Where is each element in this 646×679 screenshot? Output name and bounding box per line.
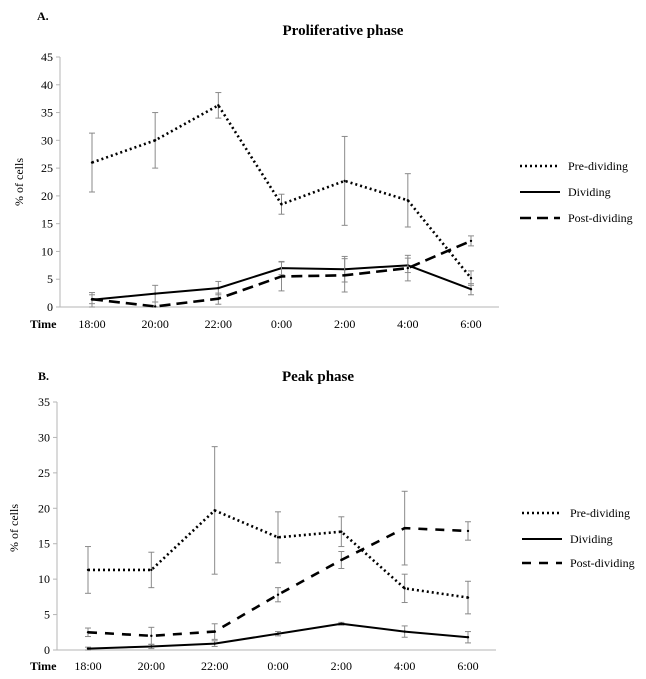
- x-axis-label: Time: [30, 317, 57, 331]
- x-tick-label: 0:00: [271, 317, 292, 331]
- legend-label: Dividing: [570, 532, 613, 546]
- data-point: [150, 634, 153, 638]
- y-tick-label: 45: [41, 50, 53, 64]
- legend-label: Post-dividing: [570, 556, 635, 570]
- x-tick-label: 6:00: [457, 659, 478, 673]
- y-tick-label: 10: [41, 244, 53, 258]
- y-tick-label: 30: [38, 430, 50, 444]
- series-post-dividing: [89, 235, 474, 308]
- y-tick-label: 20: [38, 501, 50, 515]
- data-point: [276, 536, 280, 539]
- data-point: [86, 631, 90, 634]
- x-tick-label: 4:00: [394, 659, 415, 673]
- data-point: [217, 104, 220, 107]
- legend-label: Dividing: [568, 185, 611, 199]
- x-tick-label: 6:00: [460, 317, 481, 331]
- data-point: [469, 288, 473, 291]
- legend-label: Post-dividing: [568, 211, 633, 225]
- chart-title: Proliferative phase: [283, 23, 404, 39]
- data-point: [403, 587, 406, 590]
- x-tick-label: 22:00: [205, 317, 232, 331]
- data-point: [469, 239, 473, 243]
- y-tick-label: 5: [47, 272, 53, 286]
- chart-title: Peak phase: [282, 369, 354, 385]
- data-point: [86, 647, 90, 650]
- x-tick-label: 20:00: [141, 317, 168, 331]
- y-tick-label: 20: [41, 189, 53, 203]
- data-point: [150, 645, 153, 648]
- y-tick-label: 10: [38, 572, 50, 586]
- data-point: [406, 266, 410, 270]
- data-point: [403, 526, 406, 530]
- data-point: [86, 568, 90, 572]
- data-point: [213, 630, 216, 633]
- y-tick-label: 30: [41, 133, 53, 147]
- data-point: [276, 593, 280, 596]
- y-tick-label: 40: [41, 78, 53, 92]
- data-point: [217, 297, 220, 300]
- y-tick-label: 35: [38, 395, 50, 409]
- data-point: [466, 636, 470, 639]
- data-point: [340, 558, 343, 562]
- data-point: [343, 274, 346, 277]
- data-point: [343, 179, 346, 183]
- x-axis-label: Time: [30, 659, 57, 673]
- data-point: [406, 199, 410, 202]
- y-tick-label: 15: [41, 217, 53, 231]
- x-tick-label: 0:00: [267, 659, 288, 673]
- y-axis-label: % of cells: [7, 504, 21, 552]
- legend-label: Pre-dividing: [570, 506, 630, 520]
- data-point: [466, 529, 470, 533]
- data-point: [469, 276, 473, 280]
- data-point: [153, 292, 157, 295]
- data-point: [217, 286, 220, 290]
- data-point: [280, 203, 283, 206]
- panel-a: A. Proliferative phase % of cells 0 5 10 15 20 2…: [12, 9, 633, 331]
- data-point: [90, 161, 94, 164]
- data-point: [403, 630, 406, 633]
- x-tick-label: 4:00: [397, 317, 418, 331]
- y-tick-label: 5: [44, 608, 50, 622]
- data-point: [213, 642, 216, 645]
- x-tick-label: 18:00: [74, 659, 101, 673]
- panel-label: A.: [37, 9, 49, 23]
- data-point: [153, 139, 157, 142]
- data-point: [340, 622, 343, 625]
- y-tick-label: 25: [41, 161, 53, 175]
- data-point: [276, 632, 280, 635]
- series-pre-dividing: [89, 92, 474, 286]
- panel-label: B.: [38, 369, 49, 383]
- data-point: [213, 509, 216, 512]
- y-tick-label: 15: [38, 537, 50, 551]
- y-tick-label: 35: [41, 106, 53, 120]
- x-tick-label: 2:00: [331, 659, 352, 673]
- data-point: [340, 530, 343, 533]
- y-tick-label: 0: [47, 300, 53, 314]
- series-line: [91, 104, 473, 279]
- x-tick-label: 18:00: [78, 317, 105, 331]
- panel-b: B. Peak phase % of cells 0 5 10 15 20 25 30 35 Time…: [7, 369, 635, 673]
- data-point: [90, 298, 94, 301]
- series-post-dividing: [85, 490, 471, 645]
- x-tick-label: 20:00: [138, 659, 165, 673]
- data-point: [466, 596, 470, 599]
- x-tick-label: 22:00: [201, 659, 228, 673]
- data-point: [280, 275, 283, 278]
- y-tick-label: 0: [44, 643, 50, 657]
- y-axis-label: % of cells: [12, 158, 26, 206]
- y-tick-label: 25: [38, 466, 50, 480]
- data-point: [150, 568, 153, 572]
- x-tick-label: 2:00: [334, 317, 355, 331]
- series-pre-dividing: [85, 446, 471, 615]
- data-point: [153, 305, 157, 308]
- legend-label: Pre-dividing: [568, 159, 628, 173]
